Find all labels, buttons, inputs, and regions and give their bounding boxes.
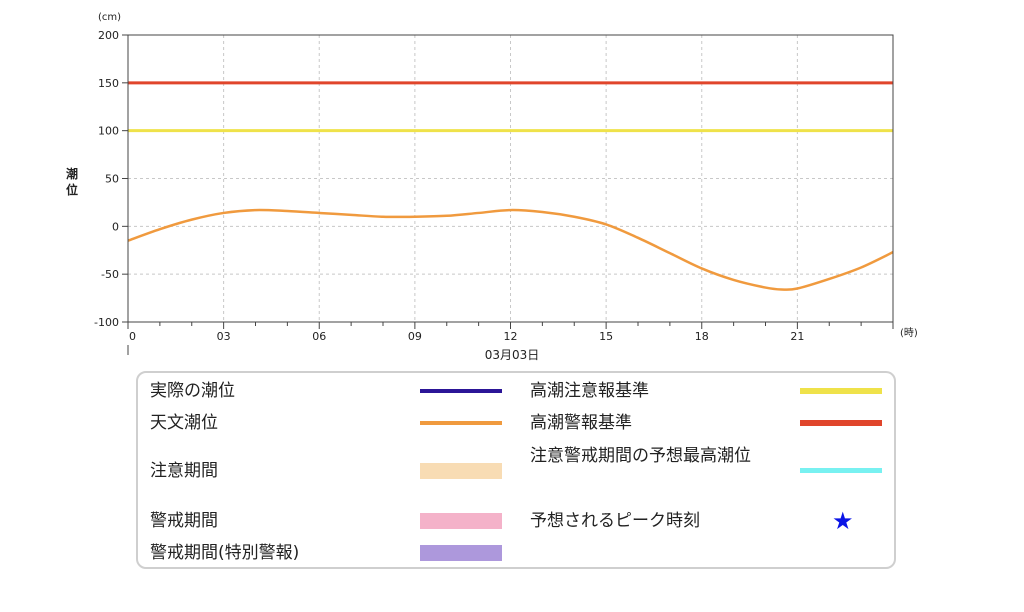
date-label: 03月03日: [485, 348, 540, 362]
legend-label-forecast-max-tide: 注意警戒期間の予想最高潮位: [530, 446, 751, 466]
legend-label-special-warning-period: 警戒期間(特別警報): [150, 543, 300, 563]
y-tick-label: -50: [101, 268, 119, 281]
legend-swatch-astronomical-tide: [420, 421, 502, 425]
legend-swatch-actual-tide: [420, 389, 502, 393]
legend-label-actual-tide: 実際の潮位: [150, 381, 235, 401]
y-tick-label: -100: [94, 316, 119, 329]
y-tick-label: 150: [98, 77, 119, 90]
x-tick-label: 06: [312, 330, 326, 343]
x-tick-label: 0: [129, 330, 136, 343]
y-axis-title-char-1: 潮: [66, 166, 78, 181]
y-unit-label: (cm): [98, 12, 121, 23]
legend-label-caution-period: 注意期間: [150, 461, 218, 481]
x-tick-label: 21: [790, 330, 804, 343]
series-lines: [127, 208, 894, 291]
grid-lines: [128, 35, 893, 322]
y-tick-label: 100: [98, 125, 119, 138]
y-tick-label: 0: [112, 220, 119, 233]
legend-swatch-storm-surge-warning: [800, 420, 882, 426]
legend-label-peak-time: 予想されるピーク時刻: [530, 511, 700, 531]
legend-swatch-special-warning-period: [420, 545, 502, 561]
y-axis-title-char-2: 位: [66, 182, 78, 197]
legend-label-storm-surge-advisory: 高潮注意報基準: [530, 381, 649, 401]
legend-label-storm-surge-warning: 高潮警報基準: [530, 413, 632, 433]
y-tick-label: 50: [105, 173, 119, 186]
reference-lines: [128, 81, 893, 133]
x-tick-label: 15: [599, 330, 613, 343]
legend-swatch-caution-period: [420, 463, 502, 479]
legend-swatch-storm-surge-advisory: [800, 388, 882, 394]
x-tick-label: 09: [408, 330, 422, 343]
series-line-astronomical-tide: [127, 208, 894, 291]
x-tick-label: 12: [504, 330, 518, 343]
star-icon: ★: [832, 507, 854, 535]
legend: 実際の潮位 天文潮位 注意期間 警戒期間 警戒期間(特別警報) 高潮注意報基準 …: [136, 371, 896, 569]
legend-swatch-forecast-max-tide: [800, 468, 882, 473]
legend-swatch-warning-period: [420, 513, 502, 529]
x-tick-label: 18: [695, 330, 709, 343]
axis-ticks: 200 150 100 50 0 -50 -100 0 03 06 09 12 15 18 21: [94, 29, 894, 343]
legend-label-astronomical-tide: 天文潮位: [150, 413, 218, 433]
y-tick-label: 200: [98, 29, 119, 42]
legend-label-warning-period: 警戒期間: [150, 511, 218, 531]
x-tick-label: 03: [217, 330, 231, 343]
x-unit-label: (時): [900, 327, 918, 339]
